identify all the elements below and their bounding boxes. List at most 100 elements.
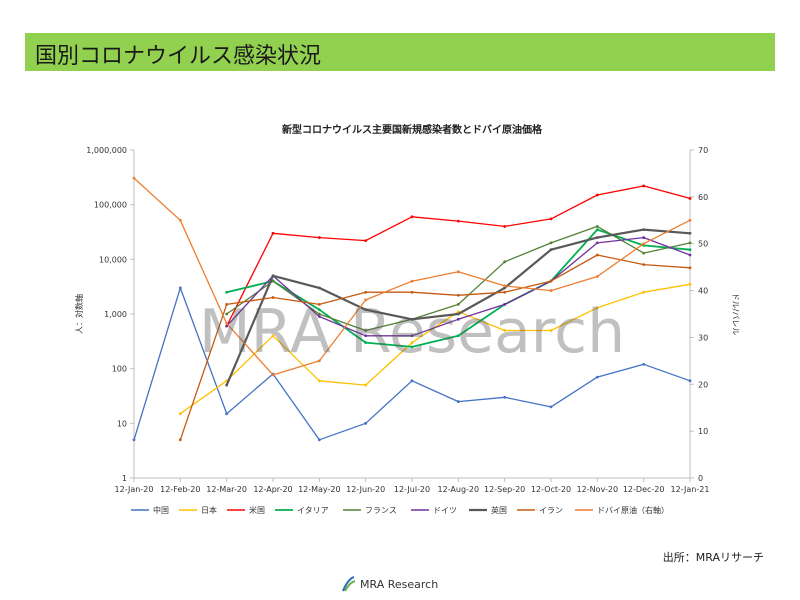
data-point — [595, 275, 599, 278]
data-point — [364, 334, 368, 338]
data-point — [225, 321, 229, 325]
data-point — [456, 400, 460, 403]
data-point — [364, 329, 368, 332]
data-point — [225, 412, 229, 416]
data-point — [317, 308, 321, 312]
x-tick-label: 12-Jul-20 — [394, 485, 430, 494]
legend-label: イラン — [539, 506, 563, 515]
data-point — [688, 248, 692, 252]
data-point — [410, 317, 414, 321]
data-point — [642, 236, 646, 239]
x-tick-label: 12-Jan-21 — [671, 485, 710, 494]
x-tick-label: 12-Aug-20 — [438, 485, 480, 494]
x-tick-label: 12-Apr-20 — [253, 485, 292, 494]
data-point — [503, 260, 507, 264]
x-tick-label: 12-Feb-20 — [160, 485, 200, 494]
y2-tick-label: 50 — [698, 240, 708, 249]
data-point — [456, 270, 460, 274]
data-point — [549, 217, 553, 221]
data-point — [688, 231, 692, 235]
data-point — [178, 218, 182, 222]
data-point — [364, 421, 368, 425]
x-tick-label: 12-Nov-20 — [577, 485, 619, 494]
y-tick-label: 10 — [117, 419, 127, 428]
y-tick-label: 1 — [122, 474, 127, 483]
x-tick-label: 12-Mar-20 — [206, 485, 247, 494]
data-point — [642, 228, 646, 231]
data-point — [364, 308, 368, 312]
logo: MRA Research — [340, 574, 438, 594]
watermark: MRA Research — [199, 297, 625, 367]
legend-label: 中国 — [153, 505, 169, 515]
legend-label: 米国 — [249, 505, 265, 515]
data-point — [225, 324, 229, 328]
data-point — [595, 375, 599, 379]
data-point — [317, 315, 321, 318]
data-point — [549, 405, 553, 409]
data-point — [178, 286, 182, 290]
data-point — [549, 248, 553, 252]
series-line — [179, 254, 691, 441]
data-point — [503, 225, 507, 228]
data-point — [503, 286, 507, 290]
data-point — [271, 296, 275, 299]
data-point — [503, 329, 507, 332]
data-point — [456, 317, 460, 321]
data-point — [225, 312, 229, 316]
y-tick-label: 1,000,000 — [86, 146, 127, 155]
data-point — [271, 231, 275, 235]
y2-tick-label: 60 — [698, 193, 708, 202]
legend-label: イタリア — [297, 506, 329, 515]
data-point — [317, 438, 321, 442]
data-point — [503, 290, 507, 294]
logo-text: MRA Research — [360, 577, 439, 591]
data-point — [595, 228, 599, 231]
data-point — [456, 219, 460, 223]
y2-tick-label: 10 — [698, 427, 708, 436]
y-tick-label: 100,000 — [94, 201, 127, 210]
legend-label: 英国 — [491, 505, 507, 515]
data-point — [456, 293, 460, 297]
data-point — [271, 279, 275, 283]
data-point — [642, 290, 646, 294]
data-point — [595, 236, 599, 239]
data-point — [595, 241, 599, 245]
data-point — [595, 193, 599, 197]
data-point — [688, 266, 692, 270]
x-tick-label: 12-Dec-20 — [623, 485, 665, 494]
data-point — [688, 282, 692, 286]
data-point — [688, 253, 692, 257]
data-point — [178, 412, 182, 416]
data-point — [595, 253, 599, 257]
data-point — [503, 284, 507, 288]
data-point — [364, 383, 368, 387]
data-point — [317, 379, 321, 383]
mra-logo-icon — [341, 575, 356, 592]
data-point — [410, 215, 414, 219]
data-point — [364, 298, 368, 302]
x-tick-label: 12-May-20 — [298, 485, 341, 494]
data-point — [688, 379, 692, 383]
data-point — [317, 302, 321, 306]
y2-tick-label: 70 — [698, 146, 708, 155]
data-point — [549, 279, 553, 283]
data-point — [271, 274, 275, 278]
data-point — [225, 302, 229, 306]
legend-label: 日本 — [201, 505, 217, 515]
legend-label: フランス — [365, 506, 397, 515]
data-point — [642, 263, 646, 267]
data-point — [688, 218, 692, 222]
y-tick-label: 1,000 — [104, 310, 127, 319]
data-point — [225, 383, 229, 387]
data-point — [132, 176, 136, 180]
x-tick-label: 12-Jan-20 — [115, 485, 154, 494]
data-point — [503, 395, 507, 399]
legend-label: ドバイ原油（右軸） — [597, 505, 669, 515]
data-point — [549, 241, 553, 245]
page-title: 国別コロナウイルス感染状況 — [35, 44, 322, 69]
data-point — [642, 184, 646, 188]
data-point — [456, 312, 460, 316]
data-point — [271, 334, 275, 338]
y2-tick-label: 20 — [698, 380, 708, 389]
